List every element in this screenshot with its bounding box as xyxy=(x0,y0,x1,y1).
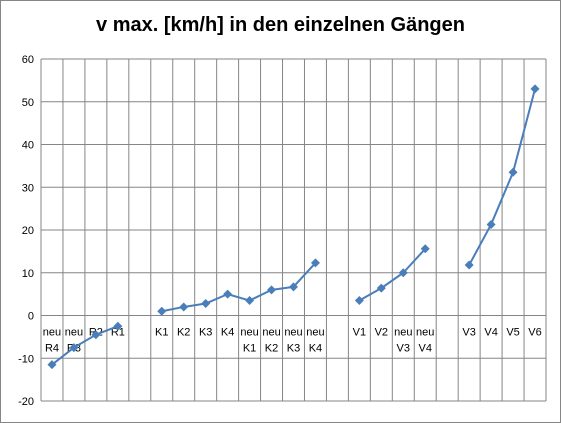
x-tick-label: K1 xyxy=(155,327,168,339)
data-point xyxy=(310,258,320,268)
data-point xyxy=(245,296,255,306)
x-tick-label: V3 xyxy=(397,343,410,355)
y-tick-label: 20 xyxy=(22,225,34,237)
x-tick-label: V2 xyxy=(375,327,388,339)
x-tick-label: neu xyxy=(306,327,324,339)
y-tick-label: 60 xyxy=(22,54,34,66)
data-point xyxy=(464,260,474,270)
y-tick-label: 40 xyxy=(22,140,34,152)
data-point xyxy=(157,306,167,316)
y-tick-label: 50 xyxy=(22,97,34,109)
x-tick-label: neu xyxy=(240,327,258,339)
x-tick-label: K4 xyxy=(309,343,322,355)
data-point xyxy=(354,296,364,306)
x-tick-label: neu xyxy=(65,327,83,339)
data-point xyxy=(486,219,496,229)
x-tick-label: K4 xyxy=(221,327,234,339)
x-tick-label: R4 xyxy=(45,343,59,355)
data-point xyxy=(508,167,518,177)
data-point xyxy=(113,321,123,331)
x-tick-label: K2 xyxy=(177,327,190,339)
series-line xyxy=(51,325,119,366)
data-point xyxy=(267,285,277,295)
data-point xyxy=(420,244,430,254)
data-point xyxy=(289,282,298,292)
x-tick-label: V3 xyxy=(462,327,475,339)
y-tick-label: -10 xyxy=(18,353,34,365)
data-point xyxy=(376,283,386,293)
data-point xyxy=(223,289,233,299)
x-tick-label: V4 xyxy=(419,343,432,355)
x-tick-label: V6 xyxy=(528,327,541,339)
data-point xyxy=(179,302,189,312)
data-point xyxy=(91,330,101,340)
x-tick-label: K3 xyxy=(287,343,300,355)
chart-title: v max. [km/h] in den einzelnen Gängen xyxy=(96,14,465,36)
x-tick-label: neu xyxy=(262,327,280,339)
x-tick-label: neu xyxy=(43,327,61,339)
x-tick-label: neu xyxy=(394,327,412,339)
series-line xyxy=(358,248,426,302)
data-point xyxy=(69,343,79,353)
x-tick-label: V4 xyxy=(484,327,497,339)
x-tick-label: K3 xyxy=(199,327,212,339)
data-point xyxy=(398,268,408,278)
y-tick-label: 10 xyxy=(22,268,34,280)
data-point xyxy=(201,299,211,309)
x-tick-label: neu xyxy=(284,327,302,339)
y-tick-label: -20 xyxy=(18,396,34,408)
y-tick-label: 30 xyxy=(22,182,34,194)
x-tick-label: K2 xyxy=(265,343,278,355)
x-tick-label: K1 xyxy=(243,343,256,355)
x-tick-label: V1 xyxy=(353,327,366,339)
data-point xyxy=(530,84,540,94)
y-tick-label: 0 xyxy=(28,311,34,323)
series-line xyxy=(468,88,536,266)
x-tick-label: R1 xyxy=(111,327,125,339)
x-tick-label: neu xyxy=(416,327,434,339)
x-tick-label: V5 xyxy=(506,327,519,339)
data-point xyxy=(47,360,57,370)
